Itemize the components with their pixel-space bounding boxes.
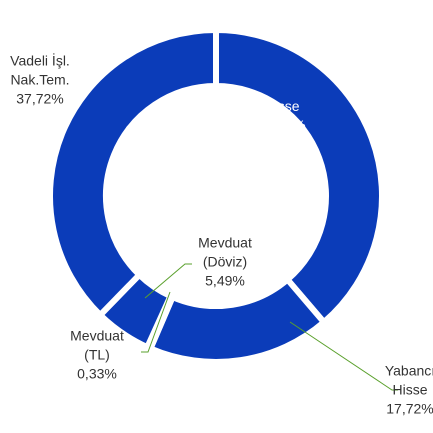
donut-segment: [47, 26, 219, 320]
leader-line: [141, 291, 171, 353]
data-label: Mevduat (TL) 0,33%: [66, 327, 128, 384]
data-label: Yabancı Hisse 17,72%: [380, 362, 433, 419]
category-label: Vadeli İşl. Nak.Tem.: [10, 52, 70, 88]
value-label: 37,72%: [16, 90, 64, 107]
value-label: 0,33%: [77, 365, 117, 382]
category-label: Hisse: [264, 98, 300, 114]
data-label: Hisse 38,74%: [242, 97, 322, 135]
leader-line: [144, 263, 192, 299]
donut-segment: [213, 26, 385, 327]
category-label: Yabancı Hisse: [384, 362, 433, 398]
value-label: 5,49%: [205, 272, 245, 289]
value-label: 38,74%: [258, 117, 306, 133]
leader-lines: [141, 263, 398, 391]
value-label: 17,72%: [386, 400, 433, 417]
category-label: Mevduat (TL): [70, 327, 124, 363]
category-label: Mevduat (Döviz): [198, 234, 252, 270]
data-label: Vadeli İşl. Nak.Tem. 37,72%: [1, 52, 79, 109]
data-label: Mevduat (Döviz) 5,49%: [193, 234, 257, 291]
donut-segment: [146, 275, 329, 365]
leader-line: [289, 321, 398, 391]
